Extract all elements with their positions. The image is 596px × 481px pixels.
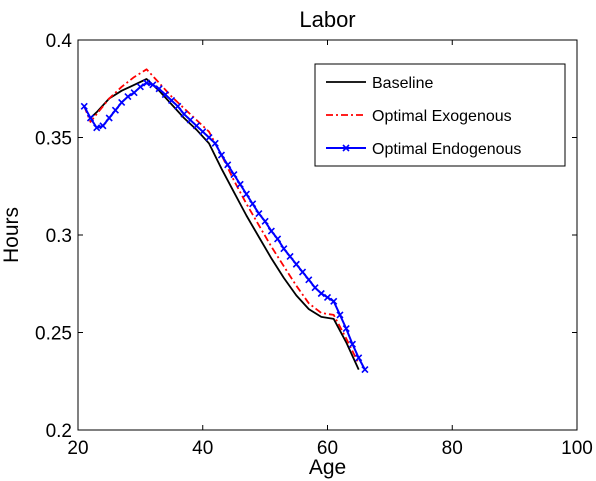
x-tick-label: 20	[67, 438, 88, 459]
data-point-optimal-endogenous	[93, 124, 101, 132]
data-point-optimal-endogenous	[330, 297, 338, 305]
y-tick-label: 0.25	[35, 324, 72, 345]
plot-frame	[77, 39, 578, 431]
data-point-optimal-endogenous	[249, 200, 257, 208]
y-tick-label: 0.3	[46, 226, 72, 247]
data-point-optimal-endogenous	[118, 98, 126, 106]
x-axis-title: Age	[309, 456, 346, 479]
data-point-optimal-endogenous	[192, 122, 201, 130]
data-point-optimal-endogenous	[180, 110, 188, 118]
data-point-optimal-endogenous	[342, 325, 350, 333]
series-line-optimal-endogenous	[83, 81, 366, 371]
data-point-optimal-endogenous	[205, 133, 213, 142]
data-point-optimal-endogenous	[155, 85, 163, 93]
legend-label-optimal-exogenous: Optimal Exogenous	[372, 108, 512, 125]
data-point-optimal-endogenous	[261, 217, 269, 225]
data-point-optimal-endogenous	[280, 245, 288, 253]
data-point-optimal-endogenous	[361, 365, 369, 374]
data-point-optimal-endogenous	[124, 92, 132, 101]
data-point-optimal-endogenous	[136, 83, 144, 91]
y-tick-label: 0.35	[35, 129, 72, 150]
data-point-optimal-endogenous	[143, 79, 151, 87]
data-point-optimal-endogenous	[286, 252, 294, 261]
legend: Baseline Optimal Exogenous Optimal Endogen…	[314, 63, 566, 167]
data-point-optimal-endogenous	[167, 96, 176, 105]
data-point-optimal-endogenous	[298, 268, 307, 276]
data-point-optimal-endogenous	[224, 161, 232, 169]
data-point-optimal-endogenous	[230, 170, 238, 179]
x-tick-label: 40	[192, 438, 213, 459]
x-tick-label: 60	[317, 438, 338, 459]
legend-label-optimal-endogenous: Optimal Endogenous	[372, 141, 521, 158]
data-point-optimal-endogenous	[292, 260, 300, 268]
data-point-optimal-endogenous	[105, 114, 113, 122]
y-tick-label: 0.2	[46, 421, 72, 442]
data-point-optimal-endogenous	[305, 276, 313, 284]
x-tick-label: 100	[561, 438, 593, 459]
data-point-optimal-endogenous	[130, 89, 138, 97]
data-point-optimal-endogenous	[111, 106, 119, 114]
data-point-optimal-endogenous	[211, 139, 219, 147]
data-point-optimal-endogenous	[323, 293, 332, 301]
data-point-optimal-endogenous	[242, 190, 250, 198]
x-tick-label: 80	[442, 438, 463, 459]
data-point-optimal-endogenous	[236, 180, 244, 188]
data-point-optimal-endogenous	[274, 235, 282, 243]
data-point-optimal-endogenous	[355, 354, 363, 362]
data-point-optimal-endogenous	[311, 284, 319, 292]
data-point-optimal-endogenous	[86, 114, 95, 122]
data-point-optimal-endogenous	[255, 209, 263, 218]
axis-ticks: 20 40 60 80 100 0.2 0.25 0.3 0.35 0.4	[35, 31, 593, 459]
data-point-optimal-endogenous	[217, 151, 226, 159]
chart-title: Labor	[299, 7, 355, 32]
data-point-optimal-endogenous	[161, 91, 169, 99]
y-axis-title: Hours	[0, 207, 23, 263]
series-line-baseline	[89, 78, 360, 370]
legend-label-baseline: Baseline	[372, 75, 433, 92]
legend-marker-optimal-endogenous	[342, 144, 350, 152]
data-point-optimal-endogenous	[267, 227, 275, 235]
data-point-optimal-endogenous	[186, 116, 194, 124]
y-tick-label: 0.4	[46, 31, 73, 52]
data-point-optimal-endogenous	[336, 311, 344, 319]
data-point-optimal-endogenous	[174, 102, 182, 110]
data-point-optimal-endogenous	[317, 289, 325, 298]
data-point-optimal-endogenous	[99, 122, 107, 130]
series-lines	[80, 68, 369, 374]
data-point-optimal-endogenous	[348, 340, 357, 348]
data-point-optimal-endogenous	[199, 128, 207, 136]
data-point-optimal-endogenous	[149, 81, 157, 89]
data-point-optimal-endogenous	[80, 102, 88, 110]
